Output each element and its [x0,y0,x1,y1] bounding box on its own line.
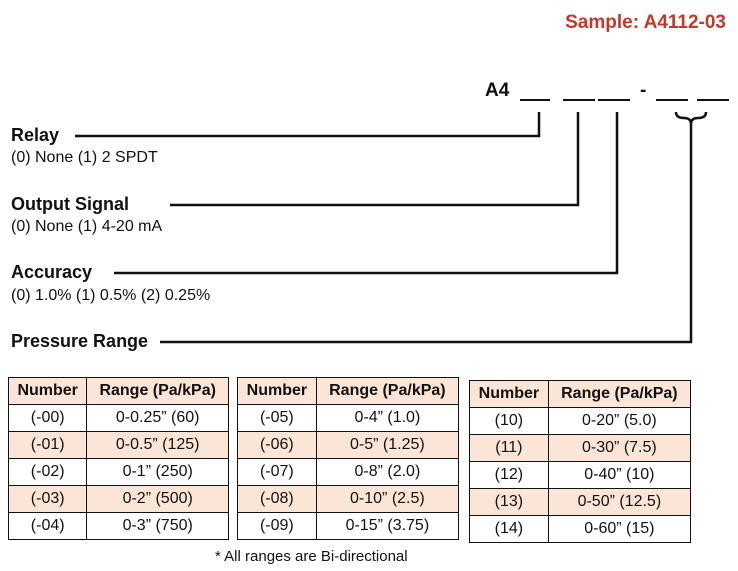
row-number: (12) [469,461,549,489]
row-number: (-05) [237,404,317,432]
pressure-range-connector [160,124,693,344]
row-range: 0-8” (2.0) [315,458,460,486]
row-range: 0-4” (1.0) [315,404,460,432]
relay-label: Relay [11,125,60,145]
row-range: 0-20” (5.0) [547,407,692,435]
header-number: Number [7,377,88,405]
row-number: (10) [469,407,549,435]
range-table-1: Number Range (Pa/kPa) (-00) 0-0.25” (60) (… [7,377,229,540]
range-table-2: Number Range (Pa/kPa) (-05) 0-4” (1.0) (-0… [237,377,460,540]
code-dash: - [640,80,647,101]
row-number: (-09) [237,512,317,540]
footnote: * All ranges are Bi-directional [215,548,408,565]
row-number: (-03) [7,485,88,513]
header-number: Number [237,377,317,405]
header-range: Range (Pa/kPa) [86,377,229,405]
row-range: 0-3” (750) [86,512,229,540]
sample-code: Sample: A4112-03 [565,12,726,33]
row-range: 0-1” (250) [86,458,229,486]
row-range: 0-5” (1.25) [315,431,460,459]
row-range: 0-60” (15) [547,515,692,543]
row-number: (-08) [237,485,317,513]
code-blank-output [563,99,595,101]
code-blank-range-2 [697,99,729,101]
accuracy-label: Accuracy [11,262,93,282]
code-blank-range-1 [656,99,688,101]
row-number: (13) [469,488,549,516]
row-range: 0-2” (500) [86,485,229,513]
accuracy-options: (0) 1.0% (1) 0.5% (2) 0.25% [11,287,211,304]
row-number: (-02) [7,458,88,486]
header-range: Range (Pa/kPa) [315,377,460,405]
row-range: 0-30” (7.5) [547,434,692,462]
relay-options: (0) None (1) 2 SPDT [11,149,158,166]
output-signal-connector [170,112,580,207]
row-number: (-01) [7,431,88,459]
accuracy-connector [114,112,619,275]
output-signal-label: Output Signal [11,194,129,214]
model-code-prefix: A4 [485,80,510,101]
header-number: Number [469,380,549,408]
code-blank-accuracy [598,99,630,101]
code-blank-relay [520,99,550,101]
row-number: (-06) [237,431,317,459]
row-number: (-07) [237,458,317,486]
row-range: 0-0.5” (125) [86,431,229,459]
output-signal-options: (0) None (1) 4-20 mA [11,218,163,235]
row-range: 0-0.25” (60) [86,404,229,432]
row-range: 0-15” (3.75) [315,512,460,540]
row-number: (11) [469,434,549,462]
row-range: 0-40” (10) [547,461,692,489]
range-table-3: Number Range (Pa/kPa) (10) 0-20” (5.0) (11… [469,380,692,543]
pressure-range-label: Pressure Range [11,331,149,351]
row-number: (-04) [7,512,88,540]
row-range: 0-50” (12.5) [547,488,692,516]
relay-connector [75,112,541,138]
header-range: Range (Pa/kPa) [547,380,692,408]
row-range: 0-10” (2.5) [315,485,460,513]
row-number: (14) [469,515,549,543]
range-brace [674,111,708,125]
row-number: (-00) [7,404,88,432]
